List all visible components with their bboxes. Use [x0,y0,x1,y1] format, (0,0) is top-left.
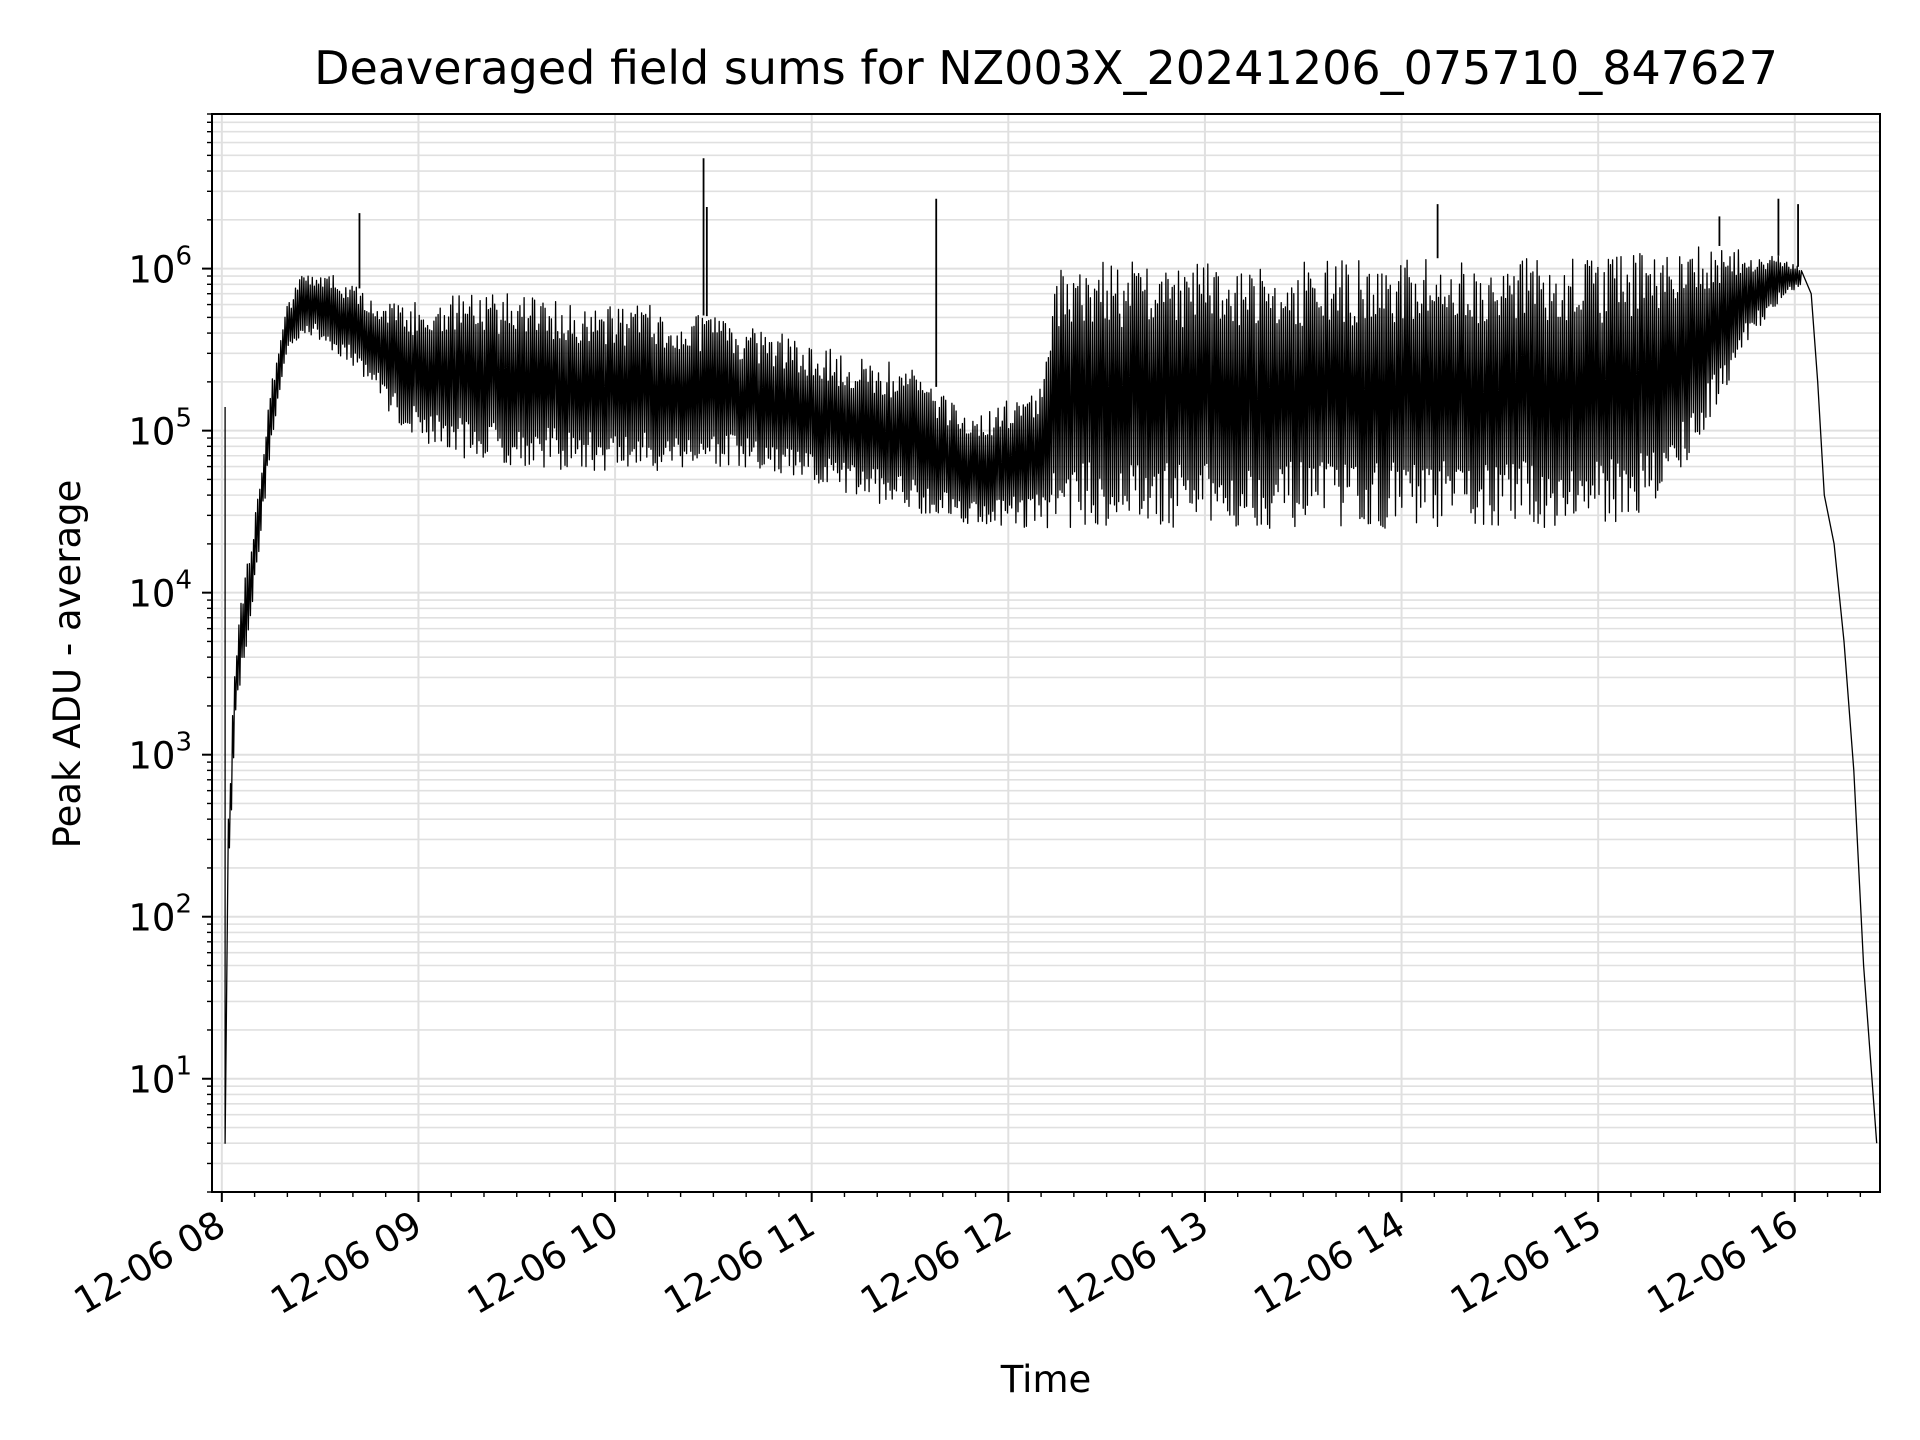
series-line [224,246,1878,1144]
y-tick-label: 103 [128,728,192,778]
y-tick-label: 106 [128,242,192,292]
plot-frame [211,113,1881,1193]
chart-title: Deaveraged field sums for NZ003X_2024120… [314,41,1778,95]
grid-layer [212,113,1880,1193]
line-layer [224,158,1878,1144]
x-axis-label: Time [1000,1358,1092,1401]
y-tick-label: 101 [128,1052,192,1102]
y-tick-label: 105 [128,404,192,454]
y-tick-label: 102 [128,890,192,940]
y-tick-label: 104 [128,566,192,616]
y-axis-label: Peak ADU - average [46,480,89,849]
